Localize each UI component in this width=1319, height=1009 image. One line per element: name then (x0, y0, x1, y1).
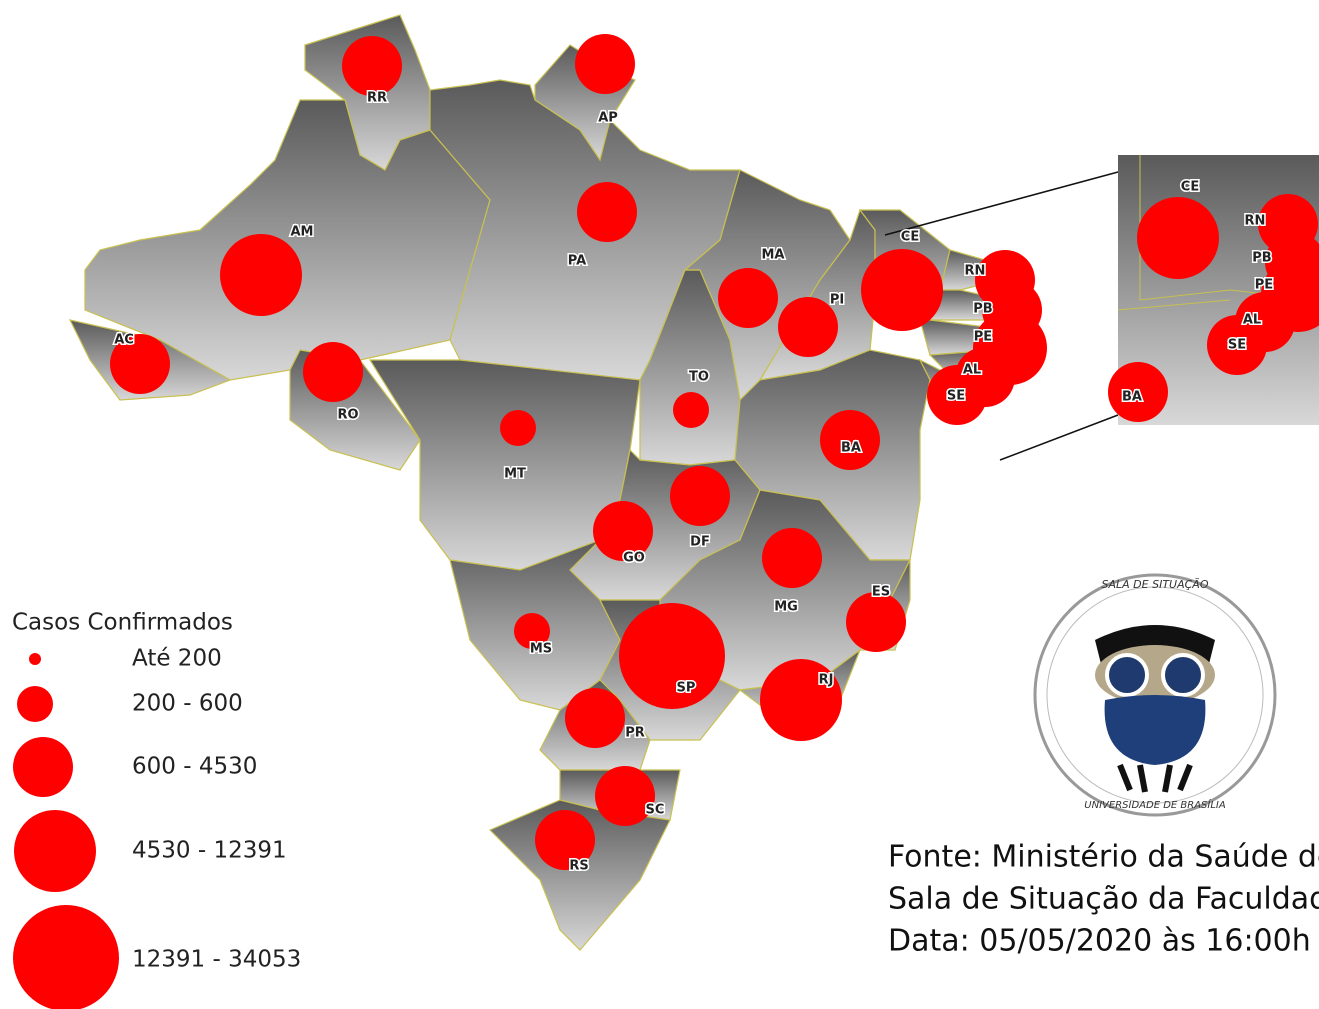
inset-label: CE (1181, 180, 1199, 195)
case-symbol (565, 688, 625, 748)
legend-title: Casos Confirmados (12, 610, 233, 636)
state-label: MT (504, 467, 526, 482)
state-label: PR (625, 726, 645, 741)
inset-label: PE (1255, 278, 1273, 293)
owl-eye (1161, 653, 1205, 697)
state-label: GO (623, 551, 645, 566)
inset-connector (999, 414, 1119, 461)
owl-body (1104, 695, 1206, 765)
case-symbol (718, 268, 778, 328)
case-symbol (846, 592, 906, 652)
symbols: RR AP AM PA AC RO MT TO MA PI CE RN PB PE AL SE BA GO DF MG… (110, 34, 1047, 875)
state-shape (84, 99, 491, 381)
logo-ring (1046, 586, 1264, 804)
legend-symbol (17, 686, 53, 722)
case-symbol (575, 34, 635, 94)
state-label: PA (568, 254, 586, 269)
state-label: AP (598, 111, 618, 126)
states (68, 14, 1012, 951)
case-symbol (927, 365, 987, 425)
legend-symbol (29, 653, 41, 665)
case-symbol (595, 766, 655, 826)
case-symbol (535, 810, 595, 870)
state-shape (488, 799, 671, 951)
state-label: AC (114, 333, 134, 348)
state-label: MG (774, 600, 798, 615)
legend: Até 200 200 - 600 600 - 4530 4530 - 12391 12… (13, 646, 301, 1009)
state-label: BA (841, 441, 861, 456)
source-line: Fonte: Ministério da Saúde de (888, 840, 1319, 875)
inset-symbol (1108, 362, 1168, 422)
inset-label: PB (1252, 251, 1271, 266)
legend-label: 200 - 600 (132, 691, 243, 717)
state-label: PB (973, 302, 992, 317)
state-label: RR (367, 91, 387, 106)
state-label: MA (762, 248, 785, 263)
source-line: Sala de Situação da Faculdad (888, 882, 1319, 917)
state-label: RO (337, 408, 358, 423)
inset-label: RN (1245, 214, 1266, 229)
legend-label: 12391 - 34053 (132, 947, 301, 973)
state-label: ES (872, 585, 890, 600)
state-label: AM (291, 225, 314, 240)
logo-bottom-text: UNIVERSIDADE DE BRASÍLIA (1084, 798, 1226, 811)
case-symbol (342, 36, 402, 96)
case-symbol (220, 234, 302, 316)
state-label: PE (974, 330, 992, 345)
case-symbol (670, 466, 730, 526)
state-label: RS (569, 859, 588, 874)
legend-symbol (14, 810, 96, 892)
case-symbol (820, 410, 880, 470)
case-symbol (110, 334, 170, 394)
state-label: CE (901, 230, 919, 245)
state-label: PI (830, 293, 844, 308)
owl-claws (1117, 763, 1193, 793)
case-symbol (593, 501, 653, 561)
legend-label: Até 200 (132, 646, 222, 672)
logo: SALA DE SITUAÇÃO UNIVERSIDADE DE BRASÍLI… (1033, 573, 1277, 817)
state-label: MS (530, 642, 552, 657)
case-symbol (303, 342, 363, 402)
case-symbol (500, 410, 536, 446)
case-symbol (577, 182, 637, 242)
state-label: RJ (819, 673, 834, 688)
inset-label: BA (1122, 390, 1142, 405)
legend-symbol (13, 737, 73, 797)
state-label: TO (689, 370, 709, 385)
inset-label: SE (1228, 338, 1246, 353)
state-label: SE (947, 389, 965, 404)
inset: CE RN PB PE AL SE BA (1108, 155, 1319, 425)
case-symbol (861, 249, 943, 331)
case-symbol (762, 528, 822, 588)
owl-eye (1105, 653, 1149, 697)
state-label: RN (965, 264, 986, 279)
legend-symbol (13, 905, 119, 1009)
inset-symbol (1137, 197, 1219, 279)
source-line: Data: 05/05/2020 às 16:00h (888, 924, 1311, 959)
state-label: SC (646, 803, 665, 818)
inset-symbol (1207, 315, 1267, 375)
case-symbol (760, 659, 842, 741)
legend-label: 4530 - 12391 (132, 838, 287, 864)
inset-label: AL (1243, 313, 1261, 328)
logo-ring (1033, 573, 1277, 817)
inset-connector (884, 171, 1119, 236)
case-symbol (778, 297, 838, 357)
case-symbol (619, 603, 725, 709)
state-label: DF (690, 535, 710, 550)
state-label: SP (677, 681, 696, 696)
legend-label: 600 - 4530 (132, 754, 257, 780)
case-symbol (673, 392, 709, 428)
logo-top-text: SALA DE SITUAÇÃO (1102, 578, 1209, 591)
case-symbol (514, 613, 550, 649)
state-label: AL (963, 363, 981, 378)
